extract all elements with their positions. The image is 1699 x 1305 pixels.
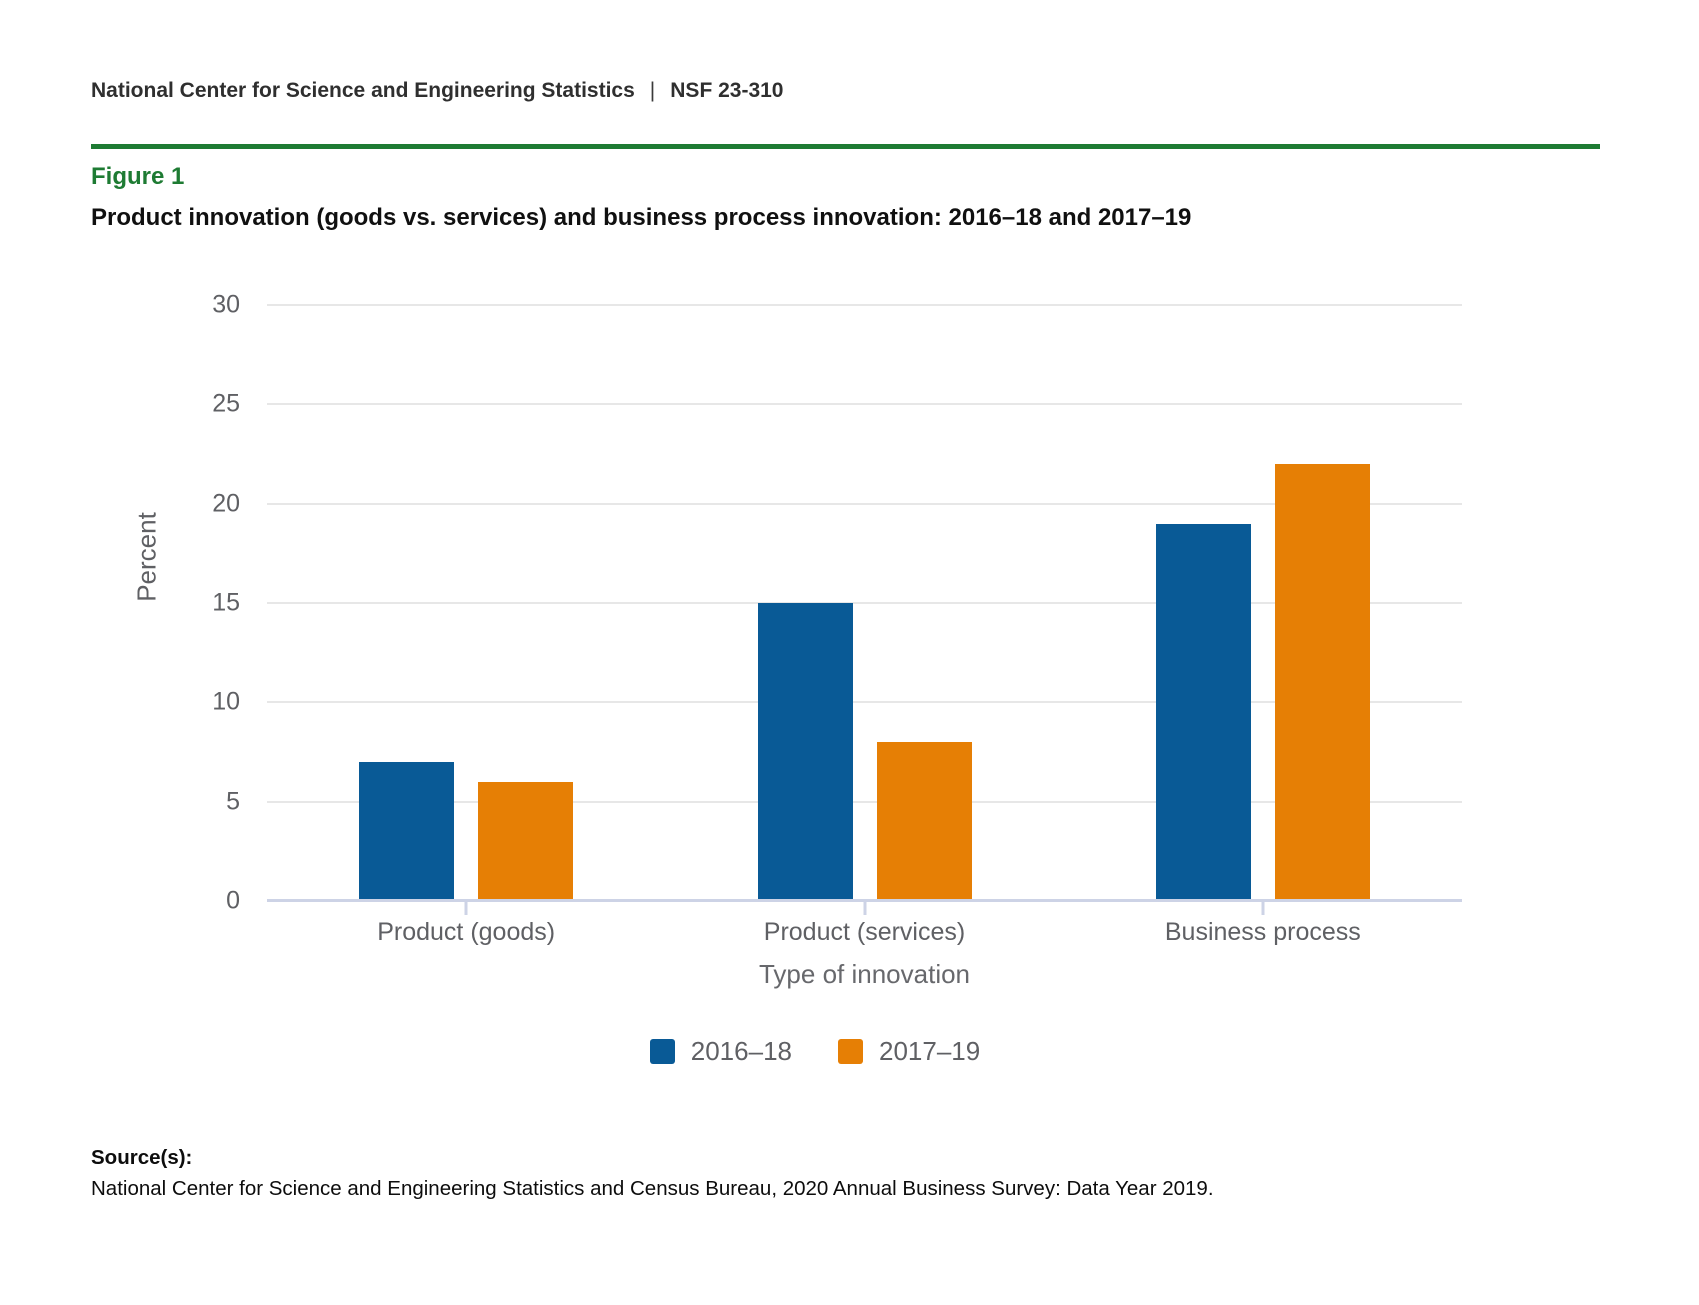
bar[interactable]	[478, 781, 574, 901]
legend: 2016–18 2017–19	[91, 1036, 1539, 1067]
x-axis-category-label: Business process	[1164, 918, 1361, 946]
source-block: Source(s): National Center for Science a…	[91, 1142, 1214, 1204]
bar[interactable]	[876, 742, 972, 901]
legend-item-2016-18[interactable]: 2016–18	[649, 1036, 792, 1067]
header-org: National Center for Science and Engineer…	[91, 79, 635, 102]
y-axis-tick-label: 20	[212, 489, 240, 518]
gridline	[267, 701, 1462, 704]
bar[interactable]	[757, 603, 853, 901]
x-axis-category-label: Product (goods)	[377, 918, 556, 946]
gridline	[267, 403, 1462, 406]
x-axis-tick	[1261, 901, 1265, 915]
gridline	[267, 502, 1462, 505]
divider-rule	[91, 144, 1600, 149]
bar[interactable]	[1274, 463, 1370, 901]
y-axis-tick-label: 0	[226, 886, 240, 915]
header-report-number: NSF 23-310	[670, 79, 784, 102]
x-axis-line	[267, 899, 1462, 902]
figure-label: Figure 1	[91, 163, 185, 190]
x-axis-tick	[464, 901, 468, 915]
document-header: National Center for Science and Engineer…	[91, 79, 784, 103]
legend-swatch-2016-18	[649, 1039, 675, 1064]
gridline	[267, 800, 1462, 803]
legend-label-2017-19: 2017–19	[879, 1036, 981, 1066]
y-axis-tick-label: 15	[212, 588, 240, 617]
bar[interactable]	[1155, 523, 1251, 901]
header-separator: |	[649, 79, 656, 102]
y-axis-title: Percent	[131, 512, 162, 602]
y-axis-tick-label: 25	[212, 389, 240, 418]
figure-title: Product innovation (goods vs. services) …	[91, 204, 1192, 231]
legend-item-2017-19[interactable]: 2017–19	[838, 1036, 980, 1067]
bar[interactable]	[359, 761, 455, 901]
y-axis-tick-label: 10	[212, 687, 240, 716]
x-axis-title: Type of innovation	[758, 959, 971, 989]
gridline	[267, 602, 1462, 604]
plot-area: Type of innovation 0 5 10 15 20 25 30 Product (…	[212, 291, 1462, 989]
legend-swatch-2017-19	[838, 1039, 863, 1064]
x-axis-tick	[863, 901, 866, 915]
source-text: National Center for Science and Engineer…	[91, 1177, 1214, 1200]
y-axis-tick-label: 30	[212, 290, 240, 319]
gridline	[267, 304, 1462, 306]
legend-label-2016-18: 2016–18	[690, 1036, 792, 1066]
source-label: Source(s):	[91, 1146, 193, 1169]
y-axis-tick-label: 5	[226, 787, 240, 816]
x-axis-category-label: Product (services)	[763, 918, 966, 946]
